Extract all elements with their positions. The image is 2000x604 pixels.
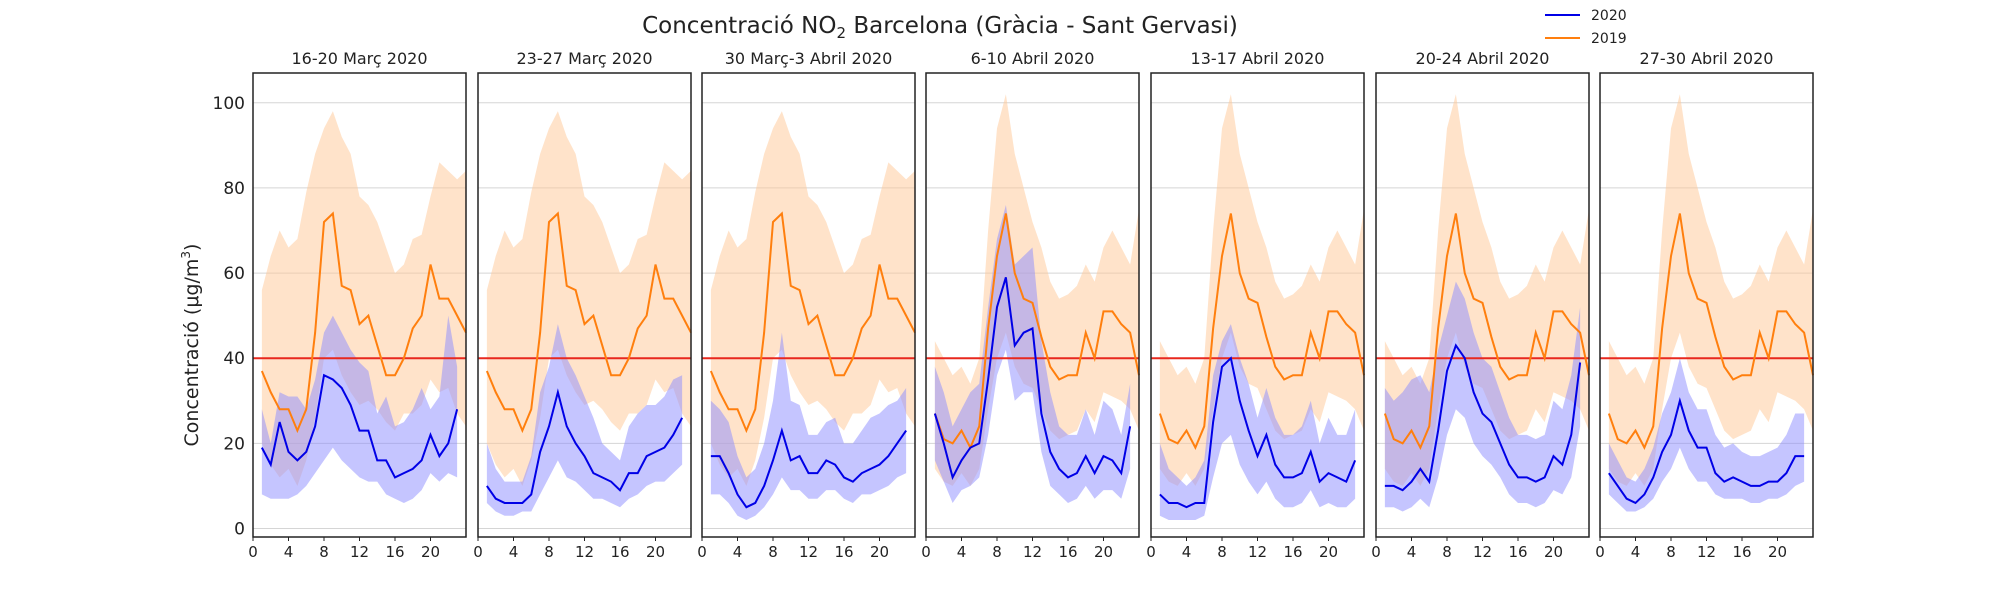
y-axis-label: Concentració (μg/m3) xyxy=(179,244,203,447)
x-tick-label: 4 xyxy=(733,543,743,561)
y-tick-label: 20 xyxy=(223,434,245,454)
x-tick-label: 8 xyxy=(992,543,1002,561)
x-tick-label: 8 xyxy=(1666,543,1676,561)
line-2019 xyxy=(709,211,916,434)
x-tick-label: 16 xyxy=(385,543,404,561)
panel-title: 27-30 Abril 2020 xyxy=(1640,49,1774,68)
x-tick-label: 0 xyxy=(1371,543,1381,561)
band-2019 xyxy=(1608,94,1813,486)
line-2019 xyxy=(933,213,1140,450)
x-tick-label: 0 xyxy=(1146,543,1156,561)
x-tick-label: 16 xyxy=(1732,543,1751,561)
line-2020 xyxy=(260,373,459,479)
x-tick-label: 16 xyxy=(1283,543,1302,561)
x-tick-label: 20 xyxy=(1768,543,1787,561)
title-suffix: Barcelona (Gràcia - Sant Gervasi) xyxy=(846,13,1238,39)
x-tick-label: 16 xyxy=(610,543,629,561)
ylabel-prefix: Concentració (μg/m xyxy=(181,259,203,447)
panel-title: 23-27 Març 2020 xyxy=(516,49,652,68)
y-tick-label: 60 xyxy=(223,264,245,284)
band-2020 xyxy=(486,324,683,516)
x-tick-label: 8 xyxy=(1217,543,1227,561)
panel-5: 13-17 Abril 2020 0 4 8 12 16 20 xyxy=(1146,49,1365,561)
y-tick-label: 0 xyxy=(234,519,245,539)
band-2019 xyxy=(1159,94,1364,486)
x-tick-label: 16 xyxy=(834,543,853,561)
x-tick-label: 0 xyxy=(697,543,707,561)
panel-3: 30 Març-3 Abril 2020 0 4 8 12 16 20 xyxy=(697,49,916,561)
line-2020 xyxy=(1159,356,1357,509)
panel-4: 6-10 Abril 2020 0 4 8 12 16 20 xyxy=(921,49,1140,561)
x-tick-label: 12 xyxy=(799,543,818,561)
x-tick-label: 20 xyxy=(1094,543,1113,561)
x-tick-label: 4 xyxy=(1182,543,1192,561)
x-tick-label: 0 xyxy=(473,543,483,561)
panel-title: 30 Març-3 Abril 2020 xyxy=(725,49,893,68)
x-tick-label: 0 xyxy=(921,543,931,561)
ylabel-superscript: 3 xyxy=(179,251,193,259)
line-2019 xyxy=(260,211,467,434)
band-2020 xyxy=(261,315,458,503)
band-2020 xyxy=(934,204,1131,503)
x-tick-label: 12 xyxy=(350,543,369,561)
line-2020 xyxy=(710,427,907,509)
x-tick-label: 8 xyxy=(768,543,778,561)
line-2020 xyxy=(1384,343,1582,492)
x-tick-label: 20 xyxy=(870,543,889,561)
band-2019 xyxy=(486,111,691,486)
x-tick-label: 20 xyxy=(646,543,665,561)
x-tick-label: 12 xyxy=(575,543,594,561)
x-tick-label: 12 xyxy=(1473,543,1492,561)
line-2020 xyxy=(486,388,684,504)
line-2019 xyxy=(1158,213,1365,450)
panel-title: 16-20 Març 2020 xyxy=(291,49,427,68)
legend-label-2019: 2019 xyxy=(1591,31,1627,47)
x-tick-label: 0 xyxy=(1595,543,1605,561)
x-tick-label: 8 xyxy=(1442,543,1452,561)
panel-title: 20-24 Abril 2020 xyxy=(1416,49,1550,68)
line-2019 xyxy=(1383,213,1590,450)
band-2020 xyxy=(1608,358,1805,512)
line-2020 xyxy=(933,277,1132,481)
band-2019 xyxy=(710,111,915,486)
panel-6: 20-24 Abril 2020 0 4 8 12 16 20 xyxy=(1371,49,1590,561)
x-tick-label: 8 xyxy=(319,543,329,561)
x-tick-label: 4 xyxy=(284,543,294,561)
x-tick-label: 0 xyxy=(248,543,258,561)
panel-7: 27-30 Abril 2020 0 4 8 12 16 20 xyxy=(1595,49,1814,561)
line-2019 xyxy=(485,211,692,434)
line-2020 xyxy=(1608,397,1805,505)
x-tick-label: 12 xyxy=(1697,543,1716,561)
x-tick-label: 16 xyxy=(1058,543,1077,561)
x-tick-label: 12 xyxy=(1248,543,1267,561)
x-tick-label: 4 xyxy=(957,543,967,561)
x-tick-label: 4 xyxy=(509,543,519,561)
panel-2: 23-27 Març 2020 0 4 8 12 16 20 xyxy=(473,49,692,561)
x-tick-label: 20 xyxy=(421,543,440,561)
y-tick-label: 80 xyxy=(223,179,245,199)
x-tick-label: 4 xyxy=(1407,543,1417,561)
band-2020 xyxy=(710,332,907,520)
title-prefix: Concentració NO xyxy=(642,13,836,39)
x-tick-label: 20 xyxy=(1544,543,1563,561)
x-tick-label: 4 xyxy=(1631,543,1641,561)
legend: 2020 2019 xyxy=(1545,8,1627,47)
panel-title: 6-10 Abril 2020 xyxy=(971,49,1095,68)
line-2019 xyxy=(1607,213,1814,450)
y-tick-label: 40 xyxy=(223,349,245,369)
panel-1: 16-20 Març 2020 0 4 8 12 16 20 0 20 40 60 80 100 xyxy=(213,49,467,561)
ylabel-suffix: ) xyxy=(181,244,203,251)
y-tick-label: 100 xyxy=(213,94,245,114)
x-tick-label: 20 xyxy=(1319,543,1338,561)
legend-label-2020: 2020 xyxy=(1591,8,1627,24)
chart-title: Concentració NO2 Barcelona (Gràcia - San… xyxy=(642,13,1238,42)
x-tick-label: 16 xyxy=(1508,543,1527,561)
title-subscript: 2 xyxy=(836,24,846,42)
x-tick-label: 12 xyxy=(1023,543,1042,561)
x-tick-label: 8 xyxy=(544,543,554,561)
panel-title: 13-17 Abril 2020 xyxy=(1191,49,1325,68)
